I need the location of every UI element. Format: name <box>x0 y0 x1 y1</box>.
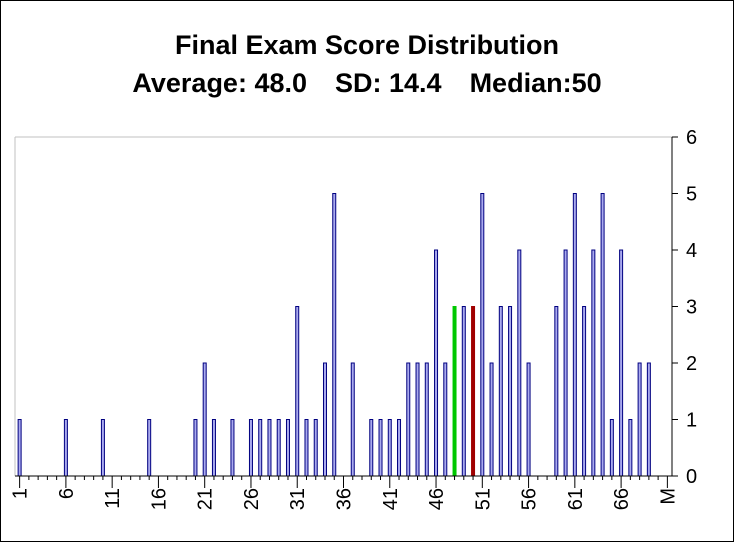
bar-score-37 <box>350 362 355 477</box>
bar-score-10 <box>100 419 105 477</box>
x-tick-label: 56 <box>519 488 541 510</box>
bar-score-39 <box>369 419 374 477</box>
bar-score-68 <box>637 362 642 477</box>
bar-score-15 <box>147 419 152 477</box>
bar-score-30 <box>285 419 290 477</box>
bar-score-24 <box>230 419 235 477</box>
y-tick-label: 3 <box>686 297 697 319</box>
x-tick-label: 41 <box>380 488 402 510</box>
bars-group <box>17 193 651 477</box>
bar-score-51 <box>480 193 485 477</box>
y-tick-label: 0 <box>686 466 697 488</box>
x-axis-ticks: 1 6 11 16 21 26 31 36 41 46 51 56 61 66 M <box>10 476 679 510</box>
bar-score-21 <box>202 362 207 477</box>
bar-score-45 <box>424 362 429 477</box>
bar-score-46 <box>434 249 439 477</box>
x-tick-label: 31 <box>287 488 309 510</box>
x-tick-label: 6 <box>56 488 78 499</box>
bar-score-1 <box>17 419 22 477</box>
median-stat: Median:50 <box>469 68 602 98</box>
bar-score-63 <box>591 249 596 477</box>
bar-score-62 <box>582 306 587 477</box>
chart-subtitle: Average: 48.0 SD: 14.4 Median:50 <box>0 64 734 102</box>
bar-score-67 <box>628 419 633 477</box>
x-tick-label: 46 <box>426 488 448 510</box>
y-axis-ticks: 0 1 2 3 4 5 6 <box>672 127 697 488</box>
sd-stat: SD: 14.4 <box>335 68 442 98</box>
x-tick-label: 61 <box>565 488 587 510</box>
y-tick-label: 5 <box>686 184 697 206</box>
x-tick-label: 1 <box>10 488 32 499</box>
bar-score-6 <box>63 419 68 477</box>
chart-title-block: Final Exam Score Distribution Average: 4… <box>0 26 734 102</box>
bar-score-61 <box>572 193 577 477</box>
bar-score-43 <box>406 362 411 477</box>
bar-score-27 <box>258 419 263 477</box>
bar-score-49 <box>461 306 466 477</box>
chart-title: Final Exam Score Distribution <box>174 30 560 60</box>
bar-score-59 <box>554 306 559 477</box>
average-stat: Average: 48.0 <box>132 68 307 98</box>
bar-score-40 <box>378 419 383 477</box>
bar-score-69 <box>646 362 651 477</box>
bar-score-55 <box>517 249 522 477</box>
bar-score-48 <box>452 306 457 477</box>
bar-score-35 <box>332 193 337 477</box>
x-tick-label: 51 <box>472 488 494 510</box>
bar-score-64 <box>600 193 605 477</box>
bar-score-54 <box>508 306 513 477</box>
bar-score-32 <box>304 419 309 477</box>
bar-score-50 <box>471 306 476 477</box>
y-tick-label: 1 <box>686 410 697 432</box>
y-tick-label: 4 <box>686 240 697 262</box>
bar-score-28 <box>267 419 272 477</box>
bar-score-66 <box>619 249 624 477</box>
bar-score-60 <box>563 249 568 477</box>
x-tick-label: M <box>657 488 679 505</box>
bar-score-31 <box>295 306 300 477</box>
bar-score-29 <box>276 419 281 477</box>
bar-score-34 <box>322 362 327 477</box>
x-tick-label: 21 <box>195 488 217 510</box>
bar-score-56 <box>526 362 531 477</box>
bar-score-42 <box>397 419 402 477</box>
bar-score-52 <box>489 362 494 477</box>
bar-score-47 <box>443 362 448 477</box>
bar-score-44 <box>415 362 420 477</box>
bar-score-22 <box>211 419 216 477</box>
bar-score-65 <box>609 419 614 477</box>
plot-area <box>14 136 672 476</box>
x-tick-label: 36 <box>334 488 356 510</box>
x-tick-label: 11 <box>102 488 124 509</box>
x-tick-label: 26 <box>241 488 263 510</box>
bar-score-53 <box>498 306 503 477</box>
bar-score-26 <box>248 419 253 477</box>
y-tick-label: 6 <box>686 127 697 149</box>
bar-score-20 <box>193 419 198 477</box>
bar-score-33 <box>313 419 318 477</box>
x-tick-label: 66 <box>611 488 633 510</box>
bar-score-41 <box>387 419 392 477</box>
x-tick-label: 16 <box>148 488 170 510</box>
y-tick-label: 2 <box>686 353 697 375</box>
